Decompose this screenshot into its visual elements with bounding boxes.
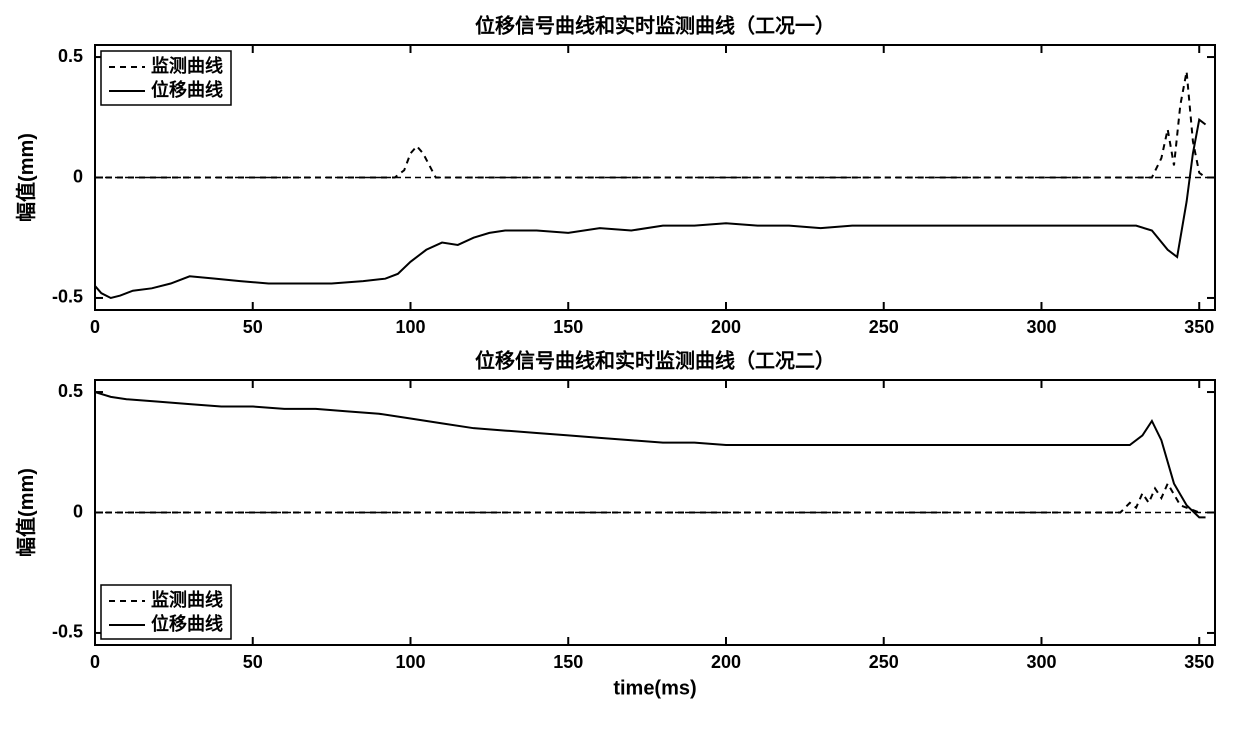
svg-text:150: 150	[553, 317, 583, 337]
svg-text:100: 100	[395, 317, 425, 337]
svg-text:位移曲线: 位移曲线	[151, 613, 223, 634]
chart1-title: 位移信号曲线和实时监测曲线（工况一）	[475, 13, 835, 37]
chart2-series-1	[95, 484, 1199, 513]
chart1-series-0	[95, 120, 1206, 298]
svg-text:50: 50	[243, 652, 263, 672]
svg-text:0.5: 0.5	[58, 46, 83, 66]
chart2-ylabel: 幅值(mm)	[14, 468, 38, 557]
chart-svg: 位移信号曲线和实时监测曲线（工况一） -0.5 0 0.5 幅值(mm) 0 50 100 15…	[0, 0, 1240, 740]
chart2-xlabel: time(ms)	[613, 677, 696, 699]
svg-text:350: 350	[1184, 317, 1214, 337]
svg-text:300: 300	[1026, 317, 1056, 337]
svg-text:-0.5: -0.5	[52, 622, 83, 642]
svg-text:250: 250	[869, 652, 899, 672]
svg-text:200: 200	[711, 317, 741, 337]
svg-text:50: 50	[243, 317, 263, 337]
chart2-series-0	[95, 392, 1206, 517]
chart1-ylabel: 幅值(mm)	[14, 133, 38, 222]
svg-text:150: 150	[553, 652, 583, 672]
chart1-series-1	[95, 72, 1206, 178]
svg-text:350: 350	[1184, 652, 1214, 672]
svg-text:监测曲线: 监测曲线	[151, 589, 223, 610]
svg-text:0: 0	[90, 317, 100, 337]
svg-text:位移曲线: 位移曲线	[151, 79, 223, 100]
svg-text:250: 250	[869, 317, 899, 337]
svg-text:0: 0	[90, 652, 100, 672]
svg-text:-0.5: -0.5	[52, 287, 83, 307]
svg-text:0: 0	[73, 501, 83, 521]
svg-text:监测曲线: 监测曲线	[151, 55, 223, 76]
svg-text:100: 100	[395, 652, 425, 672]
chart2-title: 位移信号曲线和实时监测曲线（工况二）	[475, 348, 835, 372]
figure: 位移信号曲线和实时监测曲线（工况一） -0.5 0 0.5 幅值(mm) 0 50 100 15…	[0, 0, 1240, 740]
svg-text:0.5: 0.5	[58, 381, 83, 401]
svg-text:300: 300	[1026, 652, 1056, 672]
svg-text:0: 0	[73, 166, 83, 186]
svg-text:200: 200	[711, 652, 741, 672]
